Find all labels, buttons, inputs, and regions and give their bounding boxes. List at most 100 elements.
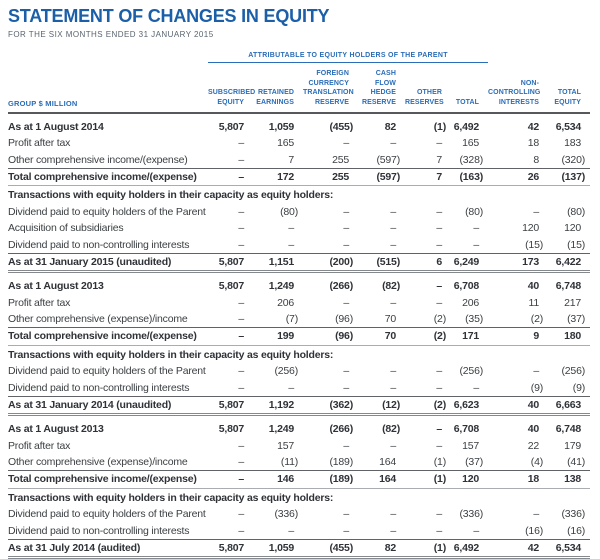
cell-value: – [533, 508, 540, 521]
cell-value: 206 [277, 296, 294, 309]
cell-value: 138 [548, 470, 591, 489]
column-header-non-controlling-interests: NON- CONTROLLING INTERESTS [488, 62, 549, 114]
cell-value: (80) [567, 205, 586, 218]
group-header-spacer [488, 52, 590, 63]
table-row: Total comprehensive income/(expense) –199… [8, 327, 591, 346]
table-row: Dividend paid to non-controlling interes… [8, 523, 590, 540]
cell-value: 6,492 [453, 120, 480, 133]
cell-value: (328) [459, 153, 484, 166]
cell-value: (2) [433, 313, 446, 326]
cell-value: (336) [561, 508, 586, 521]
cell-value: 5,807 [218, 423, 244, 436]
cell-value: 120 [522, 222, 540, 235]
row-label: As at 31 July 2014 (audited) [8, 538, 208, 559]
table-row: Total comprehensive income/(expense) –146… [8, 470, 591, 489]
cell-value: (163) [451, 168, 489, 187]
cell-value: – [343, 296, 349, 309]
cell-value: – [238, 524, 244, 537]
group-header: ATTRIBUTABLE TO EQUITY HOLDERS OF THE PA… [208, 51, 489, 63]
cell-value: 6 [405, 252, 451, 274]
cell-value: 11 [528, 296, 540, 309]
cell-value: 164 [379, 456, 396, 469]
cell-value: (96) [303, 327, 358, 346]
cell-value: 6,708 [453, 423, 480, 436]
column-header-total: TOTAL [451, 62, 489, 114]
column-header-foreign-currency-translation-reserve: FOREIGN CURRENCY TRANSLATION RESERVE [303, 62, 358, 114]
cell-value: (37) [567, 313, 586, 326]
cell-value: – [473, 381, 480, 394]
cell-value: 42 [527, 120, 540, 133]
row-label: Profit after tax [8, 296, 71, 309]
cell-value: – [390, 524, 396, 537]
cell-value: – [390, 296, 396, 309]
cell-value: – [343, 137, 349, 150]
cell-value: – [436, 137, 442, 150]
cell-value: 255 [332, 153, 349, 166]
cell-value: (515) [358, 252, 405, 274]
cell-value: 120 [451, 470, 489, 489]
cell-value: 1,249 [268, 423, 294, 436]
cell-value: – [238, 296, 244, 309]
cell-value: 157 [277, 439, 294, 452]
table-row: As at 1 August 2013 5,807 1,249 (266) (82) –6… [8, 415, 590, 438]
cell-value: (4) [530, 456, 544, 469]
cell-value: – [238, 313, 244, 326]
cell-value: 1,059 [253, 538, 303, 559]
cell-value: – [208, 168, 253, 187]
cell-value: (41) [567, 456, 586, 469]
cell-value: 171 [451, 327, 489, 346]
cell-value: 82 [384, 120, 396, 133]
cell-value: – [390, 381, 396, 394]
cell-value: 9 [488, 327, 549, 346]
cell-value: – [238, 238, 244, 251]
cell-value: (82) [382, 280, 400, 293]
row-label: Other comprehensive (expense)/income [8, 456, 188, 469]
cell-value: (189) [329, 456, 353, 469]
cell-value: – [533, 365, 540, 378]
row-label: Dividend paid to non-controlling interes… [8, 524, 190, 537]
cell-value: (1) [433, 456, 446, 469]
table-row: As at 31 January 2015 (unaudited) 5,807 1,… [8, 252, 591, 274]
cell-value: 22 [527, 439, 540, 452]
cell-value: 1,059 [268, 120, 294, 133]
cell-value: (362) [303, 395, 358, 417]
cell-value: 26 [488, 168, 549, 187]
cell-value: 1,192 [253, 395, 303, 417]
cell-value: 6,708 [453, 280, 480, 293]
cell-value: – [238, 153, 244, 166]
cell-value: – [238, 222, 244, 235]
row-label: As at 31 January 2015 (unaudited) [8, 252, 208, 274]
cell-value: 5,807 [218, 280, 244, 293]
cell-value: 217 [564, 296, 582, 309]
cell-value: (80) [280, 205, 298, 218]
row-label: Dividend paid to equity holders of the P… [8, 365, 206, 378]
cell-value: 70 [358, 327, 405, 346]
section-header-row: Transactions with equity holders in thei… [8, 488, 590, 506]
cell-value: – [343, 381, 349, 394]
cell-value: – [238, 381, 244, 394]
cell-value: (16) [567, 524, 586, 537]
row-label: As at 31 January 2014 (unaudited) [8, 395, 208, 417]
cell-value: – [390, 205, 396, 218]
cell-value: 6,748 [555, 280, 582, 293]
table-row: As at 1 August 2013 5,807 1,249 (266) (82) –6… [8, 272, 590, 295]
row-label: Dividend paid to non-controlling interes… [8, 238, 190, 251]
cell-value: 165 [462, 137, 480, 150]
group-header-spacer [8, 52, 208, 63]
cell-value: (336) [274, 508, 298, 521]
cell-value: – [343, 205, 349, 218]
cell-value: (256) [561, 365, 586, 378]
cell-value: 199 [253, 327, 303, 346]
cell-value: (80) [465, 205, 484, 218]
column-header-group-million: GROUP $ MILLION [8, 62, 208, 114]
cell-value: 6,748 [555, 423, 582, 436]
row-label: As at 1 August 2013 [8, 423, 104, 436]
cell-value: 82 [358, 538, 405, 559]
row-label: Dividend paid to non-controlling interes… [8, 381, 190, 394]
cell-value: (9) [572, 381, 586, 394]
column-header-total-equity: TOTAL EQUITY [548, 62, 591, 114]
row-label: As at 1 August 2014 [8, 120, 104, 133]
cell-value: (7) [285, 313, 298, 326]
cell-value: – [390, 137, 396, 150]
cell-value: 157 [462, 439, 480, 452]
